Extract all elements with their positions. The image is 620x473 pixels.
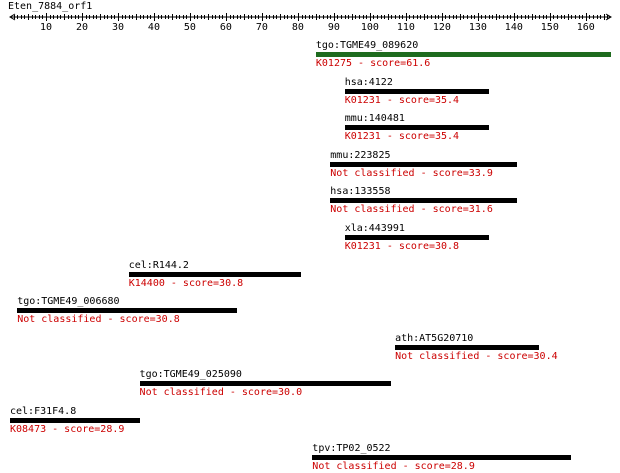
hit-alignment-bar[interactable] [128, 271, 302, 277]
hit-name[interactable]: cel:R144.2 [128, 259, 189, 271]
hit-annotation[interactable]: K01231 - score=35.4 [344, 131, 460, 143]
hit-name[interactable]: tgo:TGME49_089620 [315, 40, 419, 51]
hit-alignment-bar[interactable] [139, 381, 392, 387]
hit-annotation[interactable]: Not classified - score=30.0 [139, 387, 303, 399]
hit-name[interactable]: ath:AT5G20710 [395, 332, 474, 344]
hit-name[interactable]: tgo:TGME49_006680 [17, 296, 120, 308]
hit-annotation[interactable]: Not classified - score=30.8 [17, 314, 180, 326]
hit-alignment-bar[interactable] [330, 198, 518, 204]
hit-annotation[interactable]: Not classified - score=31.6 [330, 204, 493, 216]
hit-name[interactable]: mmu:140481 [344, 113, 405, 125]
ruler-tick-label: 100 [361, 22, 379, 33]
ruler-tick-label: 110 [397, 22, 415, 33]
hit-annotation[interactable]: Not classified - score=30.4 [395, 350, 558, 362]
ruler-tick-label: 70 [256, 22, 268, 33]
ruler-tick-label: 30 [112, 22, 124, 33]
ruler-tick-label: 160 [577, 22, 595, 33]
hit-alignment-bar[interactable] [315, 52, 611, 57]
hit-alignment-bar[interactable] [330, 161, 518, 167]
hit-alignment-bar[interactable] [17, 308, 237, 314]
hit-name[interactable]: cel:F31F4.8 [10, 406, 77, 417]
hit-alignment-bar[interactable] [344, 125, 489, 131]
hit-annotation[interactable]: K01275 - score=61.6 [315, 58, 431, 69]
ruler-tick-label: 120 [433, 22, 451, 33]
hit-name[interactable]: tgo:TGME49_025090 [139, 369, 242, 381]
ruler-tick-label: 130 [469, 22, 487, 33]
hit-alignment-bar[interactable] [344, 235, 489, 240]
hit-annotation[interactable]: K08473 - score=28.9 [10, 424, 125, 435]
hit-name[interactable]: mmu:223825 [330, 149, 391, 161]
ruler-tick-label: 60 [220, 22, 232, 33]
ruler-tick-label: 150 [541, 22, 559, 33]
hit-alignment-bar[interactable] [344, 88, 489, 94]
query-name: Eten_7884_orf1 [8, 1, 93, 12]
sequence-ruler: 10 20 30 40 50 60 70 80 90 100 110 120 130 140 150 160 [9, 13, 612, 33]
hit-annotation[interactable]: Not classified - score=28.9 [312, 460, 475, 472]
hit-name[interactable]: hsa:4122 [344, 76, 393, 88]
ruler-tick-label: 140 [505, 22, 523, 33]
hit-alignment-bar[interactable] [10, 418, 140, 423]
ruler-left-arrow [9, 13, 16, 21]
hit-annotation[interactable]: K14400 - score=30.8 [128, 277, 244, 289]
ruler-tick-label: 90 [328, 22, 340, 33]
hit-alignment-bar[interactable] [395, 344, 539, 350]
ruler-tick-label: 40 [148, 22, 160, 33]
hit-name[interactable]: hsa:133558 [330, 186, 391, 198]
hit-annotation[interactable]: Not classified - score=33.9 [330, 167, 493, 179]
ruler-tick-label: 10 [40, 22, 52, 33]
hit-annotation[interactable]: K01231 - score=30.8 [344, 241, 460, 252]
ruler-tick-label: 20 [76, 22, 88, 33]
ruler-tick-label: 50 [184, 22, 196, 33]
hit-annotation[interactable]: K01231 - score=35.4 [344, 94, 460, 106]
hit-name[interactable]: xla:443991 [344, 223, 405, 234]
hit-name[interactable]: tpv:TP02_0522 [312, 442, 391, 454]
ruler-tick-label: 80 [292, 22, 304, 33]
hit-alignment-bar[interactable] [312, 454, 572, 460]
